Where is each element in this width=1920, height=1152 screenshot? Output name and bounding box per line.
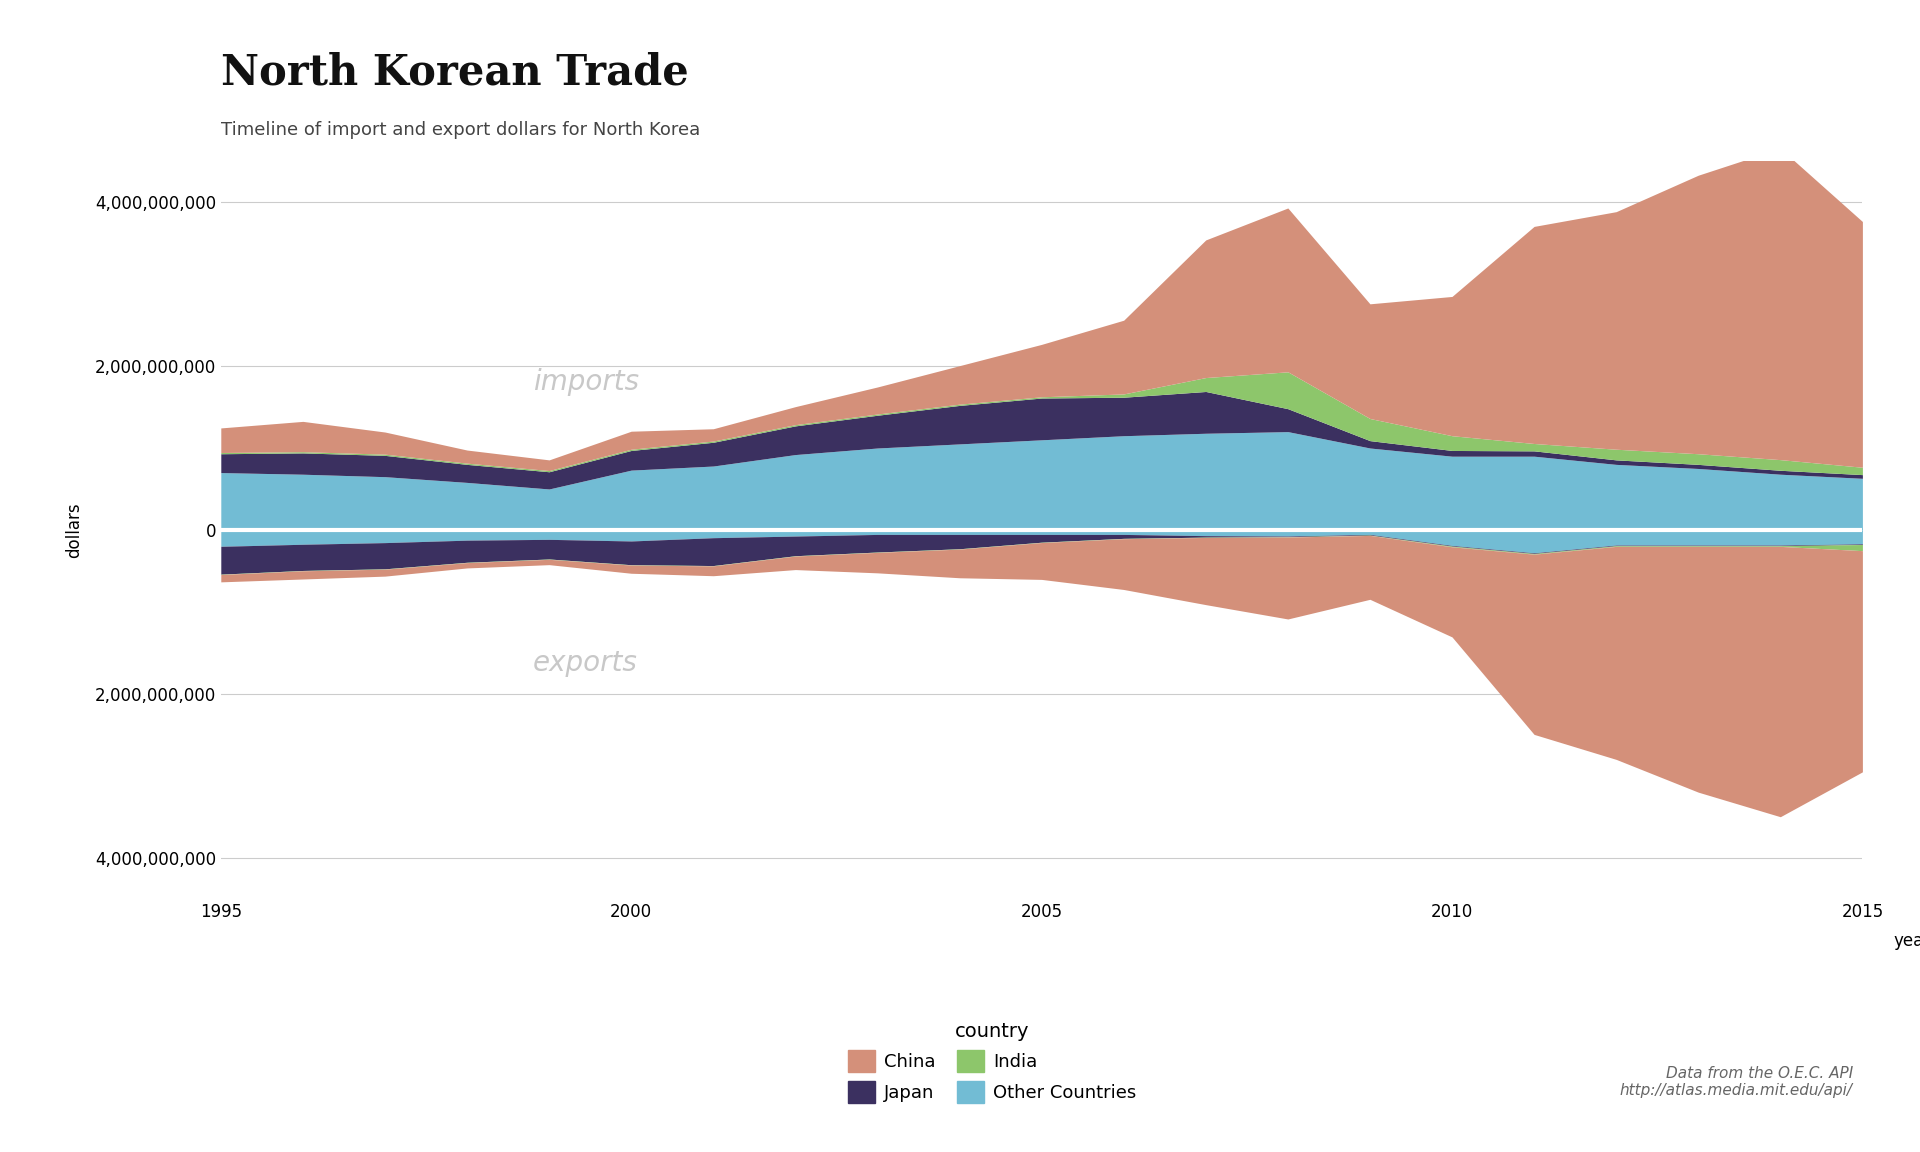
Text: imports: imports (532, 369, 639, 396)
X-axis label: year: year (1893, 932, 1920, 949)
Y-axis label: dollars: dollars (65, 502, 84, 558)
Text: North Korean Trade: North Korean Trade (221, 52, 689, 93)
Text: exports: exports (532, 649, 637, 676)
Legend: China, Japan, India, Other Countries: China, Japan, India, Other Countries (841, 1015, 1144, 1111)
Text: Timeline of import and export dollars for North Korea: Timeline of import and export dollars fo… (221, 121, 701, 139)
Text: Data from the O.E.C. API
http://atlas.media.mit.edu/api/: Data from the O.E.C. API http://atlas.me… (1620, 1066, 1853, 1098)
